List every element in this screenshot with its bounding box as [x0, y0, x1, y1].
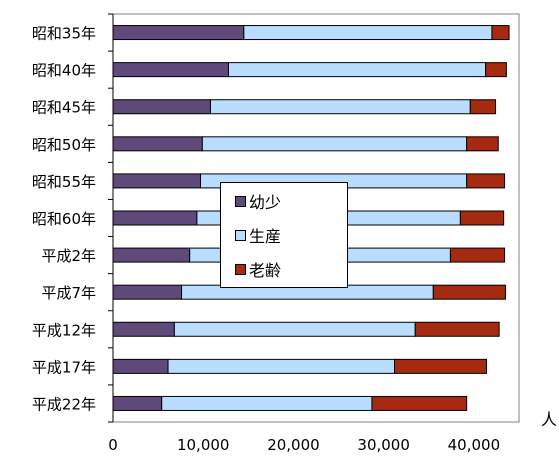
bar-segment [459, 210, 505, 226]
legend-swatch-working [235, 229, 246, 241]
y-tick-label: 平成22年 [32, 395, 96, 413]
legend: 幼少 生産 老齢 [220, 182, 348, 288]
bar-segment [112, 358, 169, 374]
y-tick-label: 昭和60年 [32, 210, 96, 228]
bar-segment [167, 358, 395, 374]
x-tick-label: 10,000 [177, 436, 230, 454]
bar-segment [173, 321, 416, 337]
y-tick-label: 昭和35年 [32, 25, 96, 43]
bar-segment [112, 395, 163, 411]
legend-item-elderly: 老齢 [235, 257, 281, 281]
bar-segment [243, 25, 493, 41]
y-tick-label: 昭和55年 [32, 173, 96, 191]
x-tick-label: 0 [108, 436, 118, 454]
y-tick-label: 昭和45年 [32, 99, 96, 117]
bar-segment [432, 284, 506, 300]
y-tick-label: 昭和50年 [32, 136, 96, 154]
bar-segment [491, 25, 510, 41]
legend-item-youth: 幼少 [235, 189, 281, 213]
x-tick-label: 30,000 [357, 436, 410, 454]
bar-segment [414, 321, 500, 337]
legend-swatch-elderly [235, 263, 246, 275]
legend-item-working: 生産 [235, 223, 281, 247]
legend-label-working: 生産 [249, 227, 282, 246]
bar-segment [112, 284, 183, 300]
y-tick-label: 平成12年 [32, 321, 96, 339]
bar-segment [469, 99, 497, 115]
bar-segment [112, 136, 203, 152]
bar-segment [112, 210, 198, 226]
bar-segment [112, 247, 191, 263]
x-tick-label: 40,000 [448, 436, 501, 454]
y-tick-label: 平成17年 [32, 358, 96, 376]
bar-segment [161, 395, 373, 411]
bar-segment [449, 247, 506, 263]
bar-segment [485, 62, 507, 78]
bar-segment [227, 62, 487, 78]
legend-label-elderly: 老齢 [249, 261, 282, 280]
bar-segment [371, 395, 468, 411]
legend-label-youth: 幼少 [249, 193, 282, 212]
x-tick-label: 20,000 [267, 436, 320, 454]
legend-swatch-youth [235, 195, 246, 207]
bar-segment [466, 173, 506, 189]
y-tick-label: 平成2年 [41, 247, 96, 265]
bar-segment [112, 99, 211, 115]
bar-segment [393, 358, 488, 374]
y-tick-label: 平成7年 [41, 284, 96, 302]
x-axis-title: 人 [541, 410, 557, 429]
y-tick-label: 昭和40年 [32, 62, 96, 80]
bar-segment [201, 136, 468, 152]
bar-segment [209, 99, 471, 115]
bar-segment [112, 173, 202, 189]
bar-segment [112, 62, 229, 78]
bar-segment [112, 25, 245, 41]
bar-segment [112, 321, 175, 337]
bar-segment [466, 136, 499, 152]
